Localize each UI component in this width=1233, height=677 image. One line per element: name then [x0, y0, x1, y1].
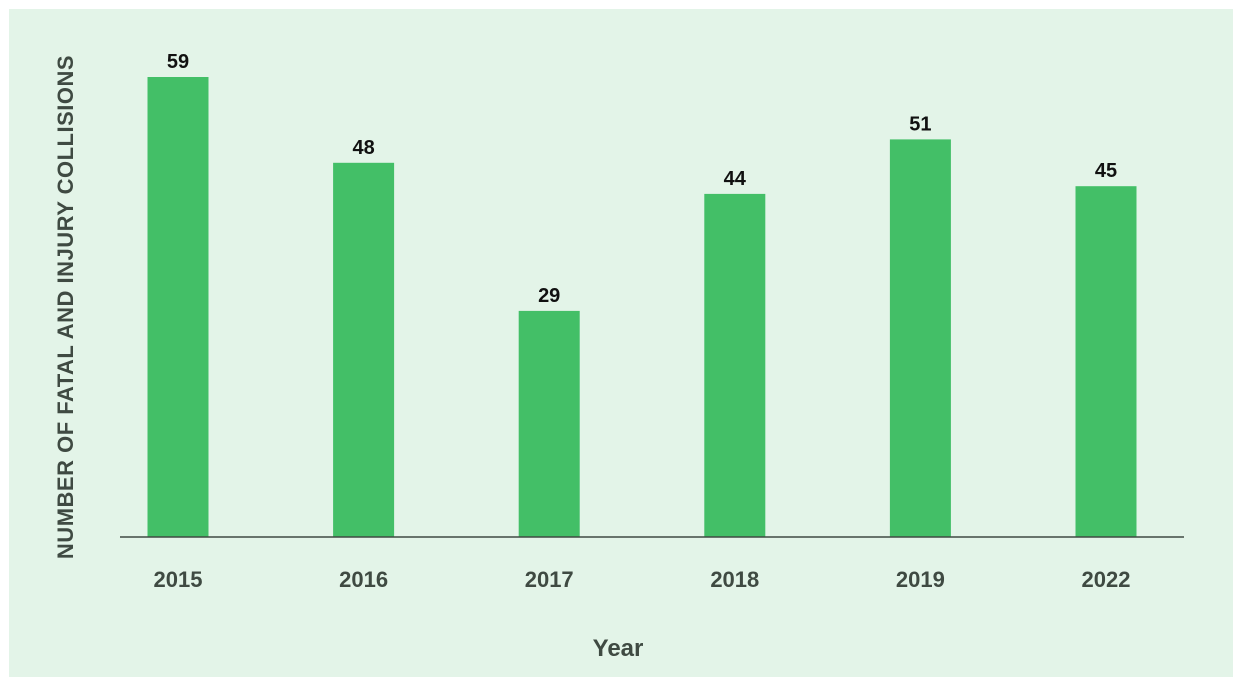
x-tick-label-2019: 2019: [896, 567, 945, 592]
bars-group: [147, 77, 1137, 538]
bar-2019: [889, 139, 951, 537]
x-tick-labels-group: 2015 2016 2017 2018 2019 2022: [154, 567, 1131, 592]
data-label-2018: 44: [724, 168, 747, 190]
x-tick-label-2016: 2016: [339, 567, 388, 592]
chart-background: [9, 9, 1233, 677]
data-label-2017: 29: [538, 285, 560, 307]
data-label-2019: 51: [909, 113, 931, 135]
data-labels-group: 59 48 29 44 51 45: [167, 51, 1117, 307]
bar-2015: [147, 77, 209, 537]
bar-2017: [518, 310, 580, 537]
x-tick-label-2015: 2015: [154, 567, 203, 592]
bar-2016: [333, 162, 395, 538]
data-label-2016: 48: [352, 137, 374, 159]
x-tick-label-2017: 2017: [525, 567, 574, 592]
bar-2022: [1075, 186, 1137, 537]
x-tick-label-2018: 2018: [710, 567, 759, 592]
x-tick-label-2022: 2022: [1082, 567, 1131, 592]
y-axis-label: NUMBER OF FATAL AND INJURY COLLISIONS: [53, 55, 78, 559]
data-label-2022: 45: [1095, 160, 1117, 182]
x-axis-label: Year: [593, 635, 644, 662]
bar-2018: [704, 193, 766, 537]
data-label-2015: 59: [167, 51, 189, 73]
